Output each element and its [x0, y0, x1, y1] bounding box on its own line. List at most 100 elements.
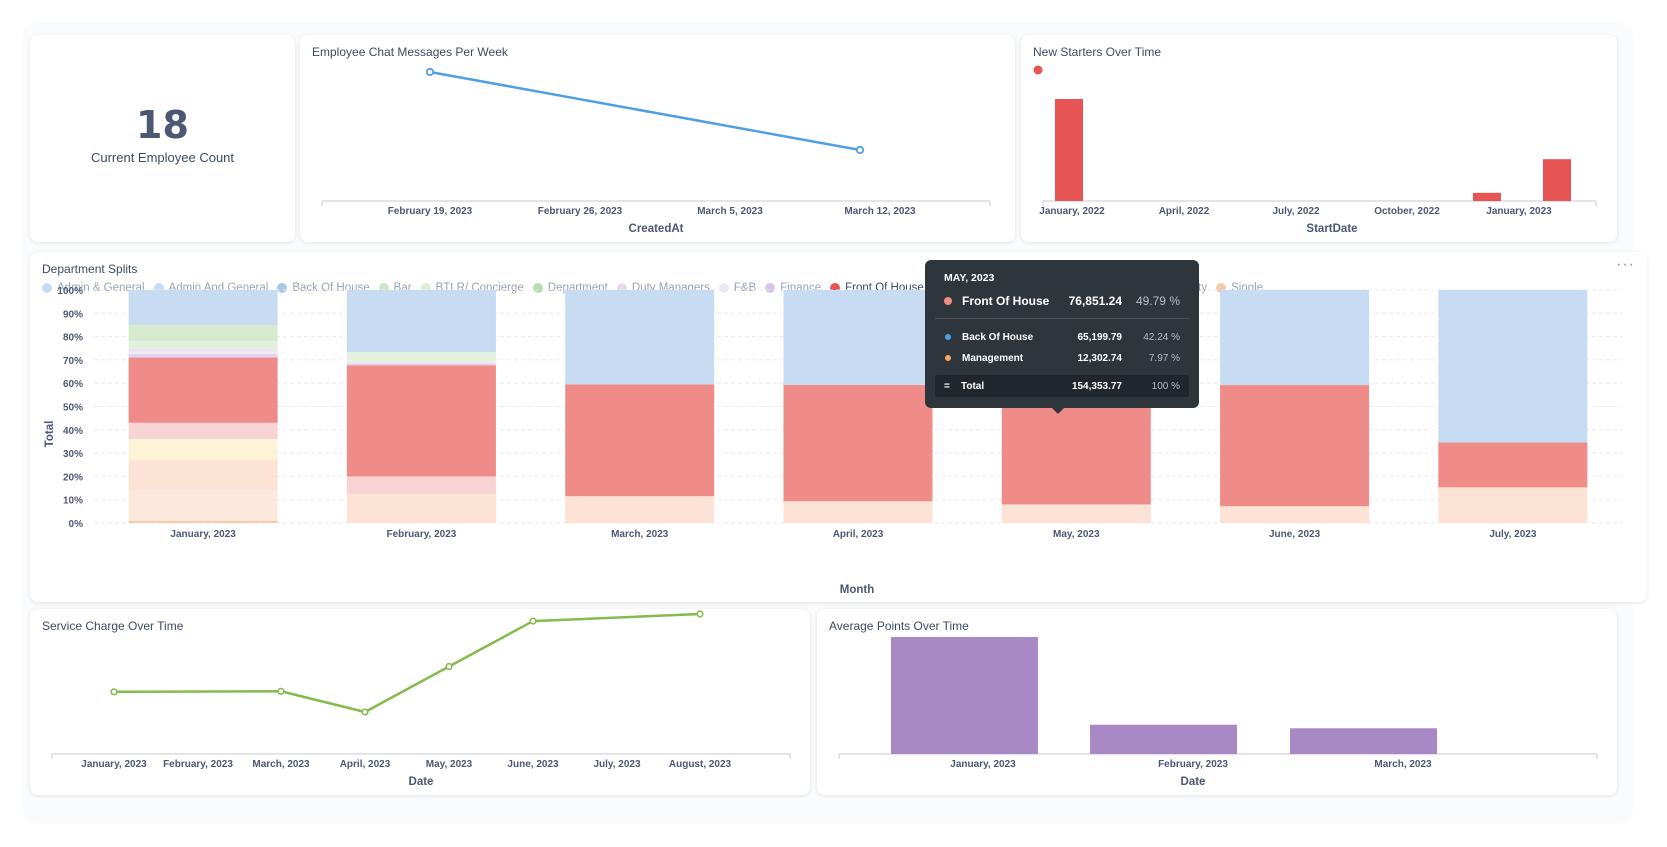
department-splits-card[interactable]: Department Splits ··· Admin & General Adm…: [30, 252, 1647, 602]
x-tick-label: June, 2023: [507, 759, 559, 770]
data-point[interactable]: [361, 708, 369, 716]
y-tick-label: 100%: [57, 286, 83, 297]
bar-segment[interactable]: [1438, 442, 1588, 488]
legend-item[interactable]: F&B: [718, 282, 757, 294]
data-point[interactable]: [855, 145, 865, 155]
bar-segment[interactable]: [1438, 487, 1588, 523]
chat-series-line: [429, 70, 861, 152]
bar-segment[interactable]: [346, 361, 496, 364]
bar-segment[interactable]: [565, 384, 715, 497]
data-point[interactable]: [529, 617, 537, 625]
bar-segment[interactable]: [128, 357, 278, 423]
bar-segment[interactable]: [1438, 290, 1588, 443]
x-tick-label: June, 2023: [1269, 529, 1321, 540]
series-color-dot: [945, 334, 951, 340]
tooltip-total-pct: 100 %: [1151, 380, 1180, 392]
legend-color-dot: [420, 283, 431, 293]
bar-segment[interactable]: [1220, 506, 1370, 523]
x-tick-label: January, 2023: [950, 759, 1016, 770]
legend-color-dot: [616, 283, 627, 293]
x-axis-title: StartDate: [1306, 223, 1357, 235]
chat-messages-card[interactable]: Employee Chat Messages Per Week February…: [300, 35, 1015, 242]
tooltip-total-row: = Total 154,353.77 100 %: [935, 375, 1189, 397]
bar-segment[interactable]: [346, 363, 496, 366]
average-points-card[interactable]: Average Points Over Time January, 2023 F…: [817, 609, 1617, 795]
bar-segment[interactable]: [128, 341, 278, 350]
bar-segment[interactable]: [346, 476, 496, 494]
bar-segment[interactable]: [128, 439, 278, 461]
bar-segment[interactable]: [128, 324, 278, 342]
bar-segment[interactable]: [128, 354, 278, 358]
bar-segment[interactable]: [565, 496, 715, 523]
bar-segment[interactable]: [128, 520, 278, 523]
employee-count-label: Current Employee Count: [90, 150, 235, 165]
data-point[interactable]: [277, 687, 285, 695]
x-tick-label: April, 2023: [340, 759, 391, 770]
bar-segment[interactable]: [346, 352, 496, 362]
x-axis-title: Month: [840, 584, 874, 596]
x-tick-label: April, 2022: [1159, 206, 1210, 217]
bar[interactable]: [1473, 192, 1501, 201]
bar[interactable]: [1055, 99, 1083, 201]
bar-segment[interactable]: [346, 365, 496, 477]
tooltip-series-name: Management: [962, 352, 1024, 364]
legend-color-dot: [378, 283, 389, 293]
x-tick-label: March 5, 2023: [697, 206, 763, 217]
equals-sign: =: [944, 380, 950, 392]
tooltip-total-value: 154,353.77: [1071, 380, 1122, 392]
card-title: Department Splits: [42, 262, 138, 276]
employee-count-card[interactable]: 18 Current Employee Count: [30, 35, 295, 242]
bar-segment[interactable]: [1220, 385, 1370, 507]
data-point[interactable]: [696, 610, 704, 618]
bar-segment[interactable]: [1001, 504, 1151, 523]
tooltip-series-name: Front Of House: [962, 294, 1050, 308]
tooltip-series-pct: 42.24 %: [1143, 331, 1180, 343]
legend-color-dot: [532, 283, 543, 293]
bar-segment[interactable]: [128, 460, 278, 491]
bar-segment[interactable]: [783, 290, 933, 385]
x-axis-title: Date: [1181, 776, 1206, 788]
bar-segment[interactable]: [346, 493, 496, 523]
y-tick-label: 40%: [63, 426, 83, 437]
legend-dot: [1033, 65, 1043, 75]
bar-segment[interactable]: [783, 501, 933, 523]
legend-color-dot: [1216, 283, 1227, 293]
tooltip-total-name: Total: [961, 380, 985, 392]
tooltip-series-pct: 7.97 %: [1148, 352, 1180, 364]
x-tick-label: March, 2023: [1374, 759, 1432, 770]
x-tick-label: February 26, 2023: [538, 206, 623, 217]
bar-segment[interactable]: [346, 290, 496, 353]
bar-segment[interactable]: [128, 351, 278, 355]
service-charge-card[interactable]: Service Charge Over Time January, 2023 Fe…: [30, 609, 810, 795]
tooltip-series-pct: 49.79 %: [1135, 294, 1180, 308]
tooltip-header: MAY, 2023: [944, 272, 995, 284]
bar-segment[interactable]: [783, 384, 933, 502]
bar-segment[interactable]: [1220, 290, 1370, 386]
legend-label: F&B: [733, 282, 757, 294]
data-point[interactable]: [445, 662, 453, 671]
chat-line-chart: February 19, 2023 February 26, 2023 Marc…: [321, 67, 991, 235]
tooltip-series-value: 76,851.24: [1068, 294, 1122, 308]
data-point[interactable]: [110, 688, 118, 696]
y-tick-label: 70%: [63, 356, 83, 367]
bar[interactable]: [1290, 728, 1437, 754]
legend-item[interactable]: Admin & General: [42, 282, 145, 294]
more-options-icon[interactable]: ···: [1616, 256, 1635, 273]
tooltip-series-value: 12,302.74: [1077, 352, 1123, 364]
bar-segment[interactable]: [128, 490, 278, 521]
legend-color-dot: [153, 283, 164, 293]
bar-segment[interactable]: [128, 290, 278, 325]
bar[interactable]: [891, 637, 1038, 754]
bar[interactable]: [1543, 159, 1571, 201]
card-title: New Starters Over Time: [1033, 45, 1162, 59]
series-color-dot: [945, 355, 951, 361]
bar-segment[interactable]: [128, 422, 278, 440]
new-starters-card[interactable]: New Starters Over Time January, 2022 Apr…: [1021, 35, 1617, 242]
bar[interactable]: [1090, 724, 1237, 754]
data-point[interactable]: [425, 67, 435, 77]
bar-segment[interactable]: [565, 290, 715, 385]
bar-segment[interactable]: [128, 349, 278, 352]
x-tick-label: January, 2023: [170, 529, 236, 540]
x-tick-label: February, 2023: [163, 759, 233, 770]
y-tick-label: 20%: [63, 472, 83, 483]
